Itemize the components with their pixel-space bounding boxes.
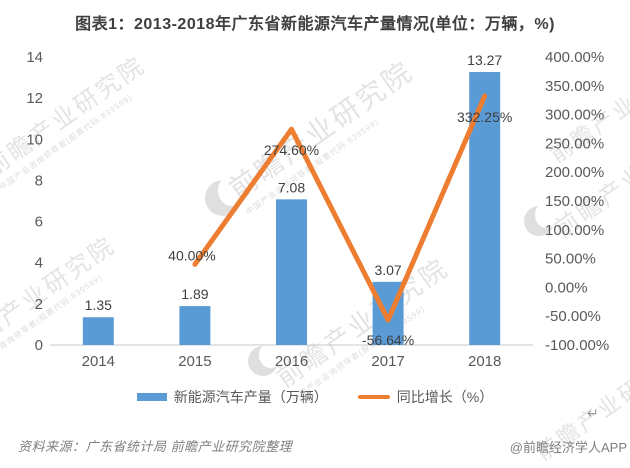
chart-title: 图表1：2013-2018年广东省新能源汽车产量情况(单位：万辆，%): [75, 16, 555, 33]
right-axis-tick: 0.00%: [545, 279, 588, 296]
left-axis-tick: 8: [35, 172, 43, 189]
bar-value-label: 3.07: [374, 262, 401, 278]
growth-line: [192, 93, 488, 323]
bar-2014: [82, 317, 114, 345]
x-axis-label: 2014: [82, 353, 115, 370]
line-value-label: -56.64%: [362, 332, 414, 348]
return-mark: ↵: [587, 405, 599, 421]
left-axis-tick: 12: [26, 90, 43, 107]
line-value-label: 332.25%: [457, 109, 512, 125]
x-axis-label: 2018: [468, 353, 501, 370]
bar-value-label: 13.27: [467, 52, 502, 68]
legend: 新能源汽车产量（万辆） 同比增长（%）: [0, 387, 630, 407]
left-axis-tick: 4: [35, 255, 43, 272]
right-axis-tick: 350.00%: [545, 78, 604, 95]
bar-2016: [276, 199, 307, 345]
left-axis-tick: 14: [26, 49, 43, 66]
bar-series-swatch-icon: [136, 393, 167, 401]
right-axis-tick: 300.00%: [545, 107, 604, 124]
right-axis-tick: -100.00%: [545, 337, 609, 354]
bar-value-label: 7.08: [278, 179, 305, 195]
bar-value-label: 1.89: [181, 286, 208, 302]
line-series-swatch-icon: [357, 395, 390, 399]
line-value-label: 40.00%: [168, 247, 215, 263]
left-axis-tick: 0: [35, 337, 43, 354]
chart-svg: 0 2 4 6 8 10 12 14 -100.00% -50.00% 0.00% 50.00% 100…: [26, 49, 609, 370]
right-axis-tick: 50.00%: [545, 251, 596, 268]
right-axis-tick: 400.00%: [545, 49, 604, 66]
x-axis-label: 2017: [371, 353, 404, 370]
footer-source: 资料来源：广东省统计局 前瞻产业研究院整理: [18, 439, 293, 454]
right-axis-tick: 150.00%: [545, 193, 604, 210]
left-axis-tick: 6: [35, 214, 43, 231]
x-axis-label: 2015: [178, 353, 211, 370]
right-axis-tick: 250.00%: [545, 135, 604, 152]
legend-item-growth: 同比增长（%）: [357, 387, 494, 407]
bar-2015: [179, 306, 211, 345]
legend-item-production: 新能源汽车产量（万辆）: [136, 387, 328, 407]
right-axis-tick: 200.00%: [545, 164, 604, 181]
line-value-label: 274.60%: [264, 142, 319, 158]
x-axis-label: 2016: [275, 353, 308, 370]
right-axis-tick: -50.00%: [545, 308, 601, 325]
legend-label-production: 新能源汽车产量（万辆）: [173, 389, 328, 405]
footer-brand: @前瞻经济学人APP: [509, 440, 627, 455]
left-axis-tick: 10: [26, 131, 43, 148]
legend-label-growth: 同比增长（%）: [396, 389, 494, 405]
right-axis-tick: 100.00%: [545, 222, 604, 239]
left-axis-tick: 2: [35, 296, 43, 313]
bar-value-label: 1.35: [85, 297, 112, 313]
